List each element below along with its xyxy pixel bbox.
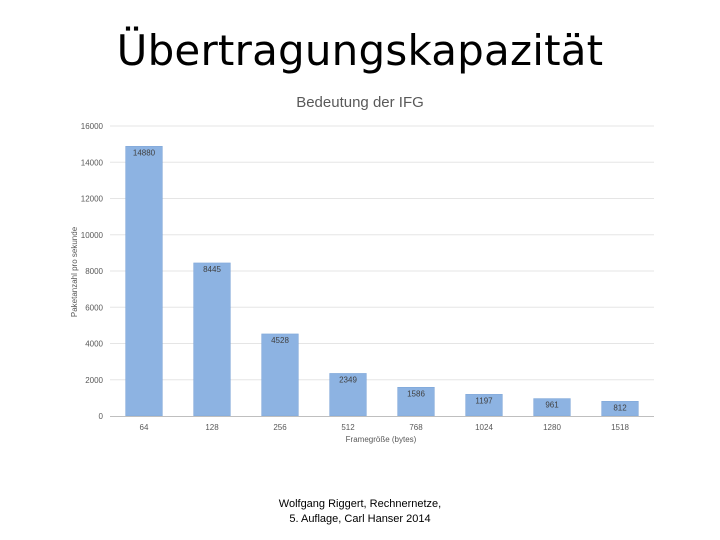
y-tick-label: 2000 xyxy=(85,376,103,385)
y-tick-label: 6000 xyxy=(85,303,103,312)
bar-256 xyxy=(261,333,299,417)
y-tick-label: 8000 xyxy=(85,267,103,276)
data-label: 8445 xyxy=(203,265,221,274)
bar-768 xyxy=(397,387,435,417)
y-tick-label: 12000 xyxy=(81,195,104,204)
data-label: 14880 xyxy=(133,148,156,157)
y-tick-label: 0 xyxy=(99,412,104,421)
x-tick-label: 1024 xyxy=(475,423,493,432)
x-tick-label: 64 xyxy=(140,423,149,432)
y-tick-label: 14000 xyxy=(81,158,104,167)
x-tick-label: 1280 xyxy=(543,423,561,432)
y-tick-label: 10000 xyxy=(81,231,104,240)
slide-title: Übertragungskapazität xyxy=(116,26,604,75)
citation: Wolfgang Riggert, Rechnernetze, 5. Aufla… xyxy=(0,497,720,527)
data-label: 812 xyxy=(613,403,627,412)
y-axis-ticks: 0 2000 4000 6000 8000 10000 12000 14000 16000 xyxy=(81,122,104,421)
data-labels: 14880 8445 4528 2349 1586 1197 961 812 xyxy=(133,148,627,412)
x-tick-label: 768 xyxy=(409,423,423,432)
citation-line-2: 5. Auflage, Carl Hanser 2014 xyxy=(289,513,431,525)
data-label: 2349 xyxy=(339,375,357,384)
bars xyxy=(125,146,639,417)
x-axis-title: Framegröße (bytes) xyxy=(346,435,417,444)
y-axis-title: Paketanzahl pro sekunde xyxy=(70,226,79,317)
bar-128 xyxy=(193,262,231,417)
data-label: 1197 xyxy=(475,396,493,405)
data-label: 961 xyxy=(545,401,559,410)
citation-line-1: Wolfgang Riggert, Rechnernetze, xyxy=(278,498,442,510)
chart-subtitle: Bedeutung der IFG xyxy=(296,94,424,111)
x-tick-label: 128 xyxy=(205,423,219,432)
x-tick-label: 1518 xyxy=(611,423,629,432)
gridlines xyxy=(110,125,654,381)
bar-64 xyxy=(125,146,163,417)
x-tick-label: 256 xyxy=(273,423,287,432)
y-tick-label: 16000 xyxy=(81,122,104,131)
x-tick-label: 512 xyxy=(341,423,355,432)
y-tick-label: 4000 xyxy=(85,340,103,349)
bar-512 xyxy=(329,373,367,417)
x-axis-ticks: 64 128 256 512 768 1024 1280 1518 xyxy=(140,423,630,432)
data-label: 4528 xyxy=(271,336,289,345)
data-label: 1586 xyxy=(407,389,425,398)
